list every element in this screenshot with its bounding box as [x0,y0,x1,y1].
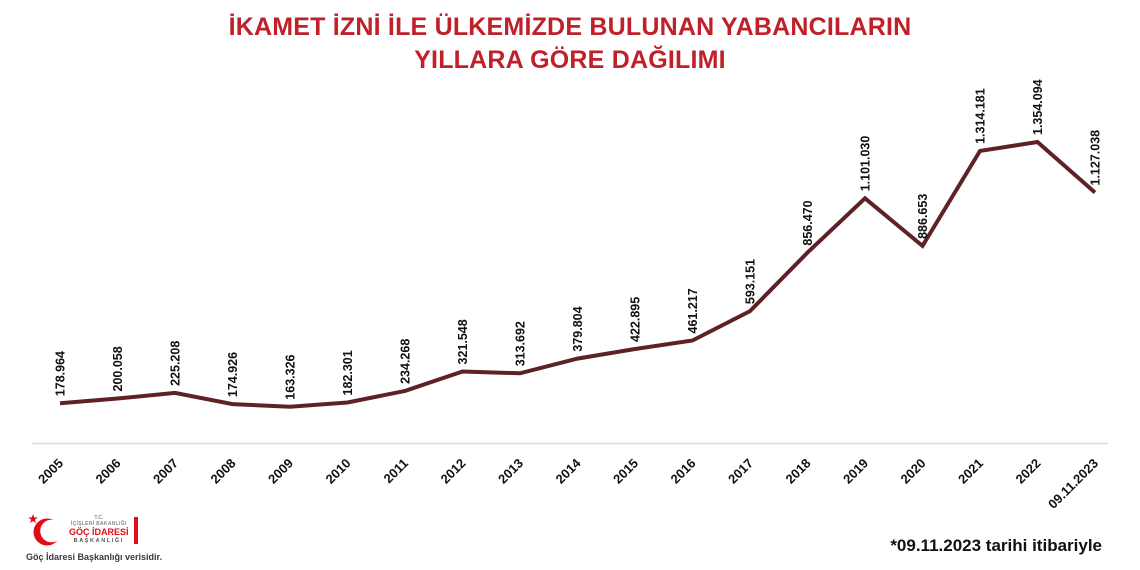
logo-caption: Göç İdaresi Başkanlığı verisidir. [26,552,163,562]
x-axis-label: 2014 [553,455,585,487]
x-axis-label: 2008 [208,456,239,487]
data-point-label: 422.895 [629,297,643,342]
chart-title: İKAMET İZNİ İLE ÜLKEMİZDE BULUNAN YABANC… [0,11,1140,77]
logo-sub-line: BAŞKANLIĞI [73,537,124,544]
x-axis-label: 2016 [668,456,699,487]
data-point-label: 593.151 [744,259,758,304]
data-point-label: 856.470 [801,200,815,245]
agency-logo-text: T.C. İÇİŞLERİ BAKANLIĞI GÖÇ İDARESİ BAŞK… [69,514,129,544]
data-point-label: 313.692 [514,321,528,366]
data-point-label: 321.548 [456,319,470,364]
data-point-label: 1.314.181 [974,88,988,144]
x-axis-label: 2007 [150,456,181,487]
logo-main-line: GÖÇ İDARESİ [69,527,129,538]
x-axis-label: 2017 [725,456,756,487]
x-axis-label: 2009 [265,456,296,487]
data-point-label: 379.804 [571,306,585,351]
x-axis-label: 2012 [438,456,469,487]
data-point-label: 182.301 [341,350,355,395]
data-point-label: 886.653 [916,194,930,239]
x-axis-label: 2011 [381,456,412,487]
x-axis-label: 2021 [955,456,986,487]
data-point-label: 1.127.038 [1089,130,1103,186]
date-footnote: *09.11.2023 tarihi itibariyle [890,536,1102,555]
data-point-label: 174.926 [226,352,240,397]
data-point-label: 178.964 [54,351,68,396]
x-axis-label: 2020 [898,456,929,487]
agency-logo: T.C. İÇİŞLERİ BAKANLIĞI GÖÇ İDARESİ BAŞK… [26,512,176,562]
logo-red-bar [133,516,138,544]
chart-title-line2: YILLARA GÖRE DAĞILIMI [414,46,726,74]
data-point-label: 234.268 [399,339,413,384]
data-point-label: 461.217 [686,288,700,333]
data-point-label: 225.208 [169,341,183,386]
x-axis-label: 2015 [610,456,641,487]
crescent-star-icon [28,514,63,546]
agency-logo-row: T.C. İÇİŞLERİ BAKANLIĞI GÖÇ İDARESİ BAŞK… [26,512,176,548]
logo-ministry-line: İÇİŞLERİ BAKANLIĞI [70,520,127,527]
data-point-label: 1.101.030 [859,136,873,192]
x-axis-label: 2019 [840,456,871,487]
data-point-label: 200.058 [111,346,125,391]
x-axis-label: 2013 [495,456,526,487]
series-line [59,139,1097,409]
x-axis-label: 2006 [93,456,124,487]
x-axis-label: 2022 [1013,456,1044,487]
x-axis-label: 09.11.2023 [1045,456,1101,512]
data-point-label: 163.326 [284,354,298,399]
x-axis-label: 2005 [35,456,66,487]
x-axis-label: 2018 [783,456,814,487]
x-axis-label: 2010 [323,456,354,487]
chart-title-line1: İKAMET İZNİ İLE ÜLKEMİZDE BULUNAN YABANC… [228,13,912,41]
logo-tc-line: T.C. [94,514,104,521]
data-point-label: 1.354.094 [1031,79,1045,135]
